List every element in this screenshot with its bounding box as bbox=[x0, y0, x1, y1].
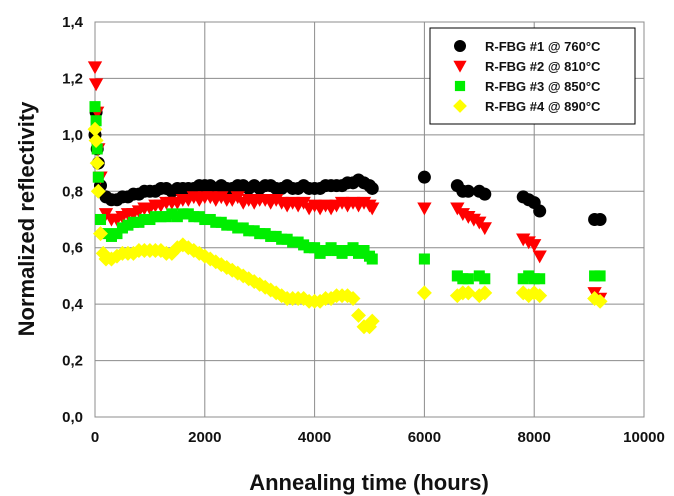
data-point bbox=[471, 288, 487, 304]
x-tick-label: 8000 bbox=[518, 429, 551, 446]
data-point bbox=[515, 285, 531, 301]
legend-marker bbox=[453, 99, 467, 113]
data-point bbox=[252, 276, 268, 292]
y-tick-label: 0,4 bbox=[62, 296, 84, 313]
data-point bbox=[91, 143, 103, 155]
data-point bbox=[90, 115, 102, 127]
legend-marker bbox=[454, 80, 466, 92]
data-point bbox=[90, 183, 106, 199]
data-point bbox=[103, 251, 119, 267]
x-tick-label: 6000 bbox=[408, 429, 441, 446]
data-point bbox=[417, 170, 431, 184]
y-axis-label: Normalized reflectivity bbox=[14, 101, 39, 337]
data-point bbox=[89, 155, 105, 171]
data-point bbox=[527, 239, 542, 253]
data-point bbox=[88, 133, 104, 148]
data-point bbox=[532, 250, 547, 264]
data-point bbox=[93, 226, 108, 242]
data-point bbox=[477, 285, 493, 301]
data-point bbox=[364, 313, 380, 329]
data-point bbox=[461, 184, 475, 198]
series-3 bbox=[89, 101, 606, 285]
legend-label: R-FBG #2 @ 810°C bbox=[485, 59, 601, 74]
data-point bbox=[366, 253, 378, 265]
data-point bbox=[95, 245, 111, 261]
y-tick-label: 0,8 bbox=[62, 183, 83, 200]
series-4 bbox=[87, 121, 608, 335]
data-point bbox=[94, 213, 107, 226]
x-tick-label: 2000 bbox=[188, 429, 221, 446]
legend-label: R-FBG #3 @ 850°C bbox=[485, 79, 601, 94]
data-point bbox=[534, 273, 546, 285]
data-point bbox=[358, 245, 370, 257]
data-point bbox=[449, 288, 465, 304]
data-point bbox=[533, 204, 547, 218]
data-point bbox=[462, 273, 474, 285]
x-tick-label: 0 bbox=[91, 429, 99, 446]
data-point bbox=[532, 288, 548, 304]
data-point bbox=[351, 307, 366, 323]
data-point bbox=[365, 181, 379, 195]
data-point bbox=[418, 253, 430, 265]
data-point bbox=[309, 242, 321, 254]
data-point bbox=[592, 293, 608, 309]
x-tick-labels: 0 2000 4000 6000 8000 10000 bbox=[91, 429, 665, 446]
data-point bbox=[416, 285, 432, 301]
data-point bbox=[479, 273, 491, 285]
data-point bbox=[111, 228, 123, 240]
y-tick-labels: 0,0 0,2 0,4 0,6 0,8 1,0 1,2 1,4 bbox=[62, 14, 84, 426]
x-tick-label: 4000 bbox=[298, 429, 331, 446]
data-point bbox=[340, 288, 356, 304]
x-axis-label: Annealing time (hours) bbox=[249, 470, 489, 495]
data-point bbox=[87, 121, 103, 137]
data-point bbox=[87, 61, 103, 75]
data-point bbox=[477, 222, 492, 236]
y-tick-label: 0,6 bbox=[62, 240, 83, 257]
data-point bbox=[347, 242, 359, 254]
legend-marker bbox=[453, 60, 467, 73]
data-point bbox=[478, 187, 492, 201]
data-point bbox=[230, 265, 246, 281]
data-point bbox=[365, 202, 380, 216]
data-point bbox=[594, 270, 606, 282]
data-point bbox=[526, 285, 542, 301]
data-points bbox=[87, 61, 608, 335]
data-point bbox=[268, 285, 284, 301]
legend-label: R-FBG #1 @ 760°C bbox=[485, 39, 601, 54]
data-point bbox=[593, 213, 607, 226]
data-point bbox=[88, 78, 104, 92]
y-tick-label: 0,2 bbox=[62, 353, 83, 370]
data-point bbox=[235, 268, 251, 284]
x-tick-label: 10000 bbox=[623, 429, 665, 446]
data-point bbox=[246, 274, 262, 290]
data-point bbox=[89, 101, 101, 113]
y-tick-label: 1,0 bbox=[62, 127, 83, 144]
data-point bbox=[92, 171, 104, 183]
y-tick-label: 1,2 bbox=[62, 70, 83, 87]
legend: R-FBG #1 @ 760°C R-FBG #2 @ 810°C R-FBG #3… bbox=[429, 27, 636, 125]
data-point bbox=[417, 202, 432, 216]
data-point bbox=[460, 285, 476, 301]
y-tick-label: 0,0 bbox=[62, 409, 83, 426]
data-point bbox=[213, 257, 229, 273]
data-point bbox=[197, 248, 213, 264]
data-point bbox=[312, 293, 328, 309]
data-point bbox=[345, 291, 361, 306]
legend-marker bbox=[454, 40, 466, 52]
data-point bbox=[191, 245, 207, 261]
data-point bbox=[274, 288, 290, 304]
legend-label: R-FBG #4 @ 890°C bbox=[485, 99, 601, 114]
y-tick-label: 1,4 bbox=[62, 14, 84, 31]
